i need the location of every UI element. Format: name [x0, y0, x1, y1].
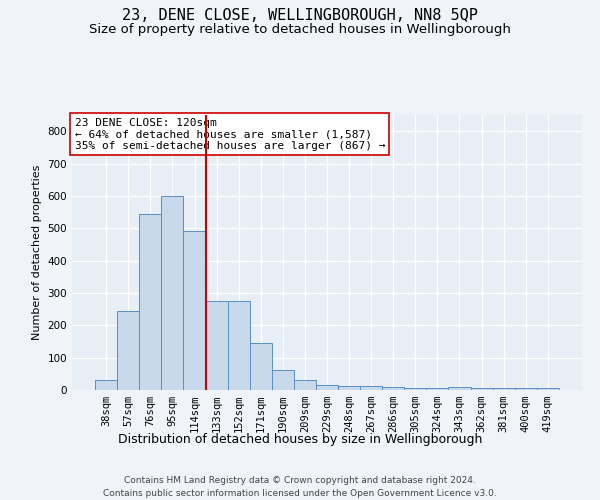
Text: 23 DENE CLOSE: 120sqm
← 64% of detached houses are smaller (1,587)
35% of semi-d: 23 DENE CLOSE: 120sqm ← 64% of detached … — [74, 118, 385, 151]
Bar — [272, 370, 294, 390]
Bar — [139, 214, 161, 390]
Bar — [95, 380, 117, 390]
Bar — [184, 232, 206, 390]
Text: Distribution of detached houses by size in Wellingborough: Distribution of detached houses by size … — [118, 432, 482, 446]
Text: Size of property relative to detached houses in Wellingborough: Size of property relative to detached ho… — [89, 22, 511, 36]
Bar — [117, 310, 139, 390]
Bar — [294, 380, 316, 390]
Bar — [316, 384, 338, 390]
Bar — [227, 301, 250, 390]
Text: 23, DENE CLOSE, WELLINGBOROUGH, NN8 5QP: 23, DENE CLOSE, WELLINGBOROUGH, NN8 5QP — [122, 8, 478, 22]
Text: Contains HM Land Registry data © Crown copyright and database right 2024.
Contai: Contains HM Land Registry data © Crown c… — [103, 476, 497, 498]
Bar — [250, 343, 272, 390]
Bar — [493, 388, 515, 390]
Y-axis label: Number of detached properties: Number of detached properties — [32, 165, 42, 340]
Bar — [206, 301, 227, 390]
Bar — [448, 388, 470, 390]
Bar — [161, 196, 184, 390]
Bar — [427, 388, 448, 390]
Bar — [338, 386, 360, 390]
Bar — [537, 388, 559, 390]
Bar — [382, 388, 404, 390]
Bar — [515, 388, 537, 390]
Bar — [404, 388, 427, 390]
Bar — [470, 388, 493, 390]
Bar — [360, 386, 382, 390]
